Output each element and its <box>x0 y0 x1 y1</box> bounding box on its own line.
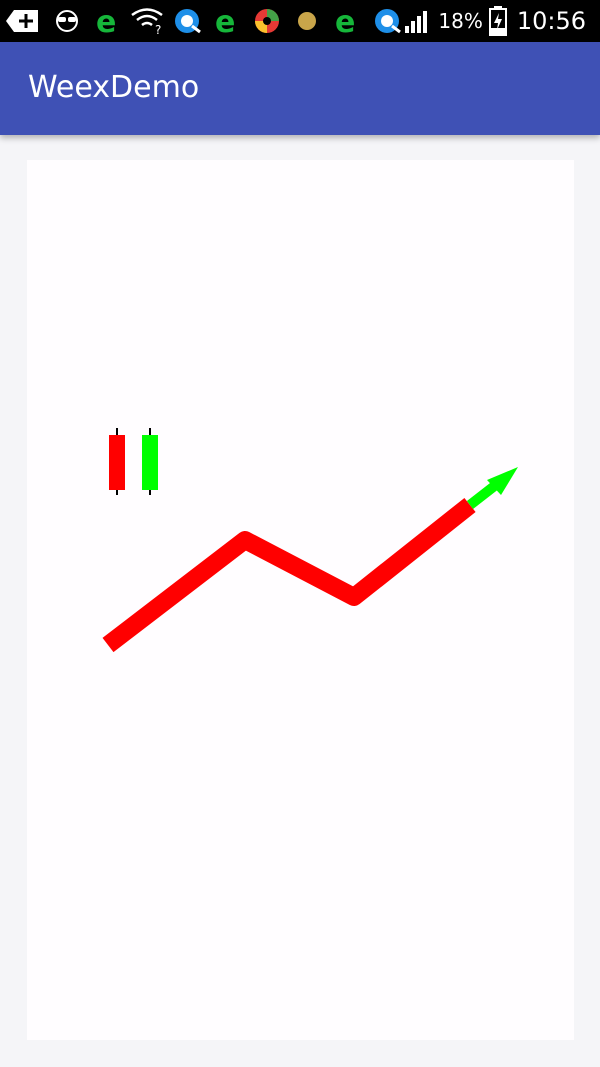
arrow-shaft <box>466 480 501 509</box>
qq-browser-icon <box>175 9 201 34</box>
battery-charging-icon <box>488 6 507 36</box>
signal-icon <box>405 11 428 33</box>
ie-browser-icon: e <box>335 5 355 40</box>
clock-time: 10:56 <box>516 7 586 35</box>
status-right: 18% 10:56 <box>404 0 586 42</box>
add-icon <box>6 10 38 32</box>
svg-text:e: e <box>215 5 235 40</box>
candle-red <box>109 428 125 495</box>
dot-icon <box>298 12 316 30</box>
security-app-icon <box>255 9 279 33</box>
ie-browser-icon: e <box>96 5 116 40</box>
candle-green <box>142 428 158 495</box>
notification-icons: e ? e e <box>6 5 401 40</box>
app-bar: WeexDemo <box>0 42 600 135</box>
battery-percent: 18% <box>438 9 483 33</box>
trend-polyline <box>102 497 476 653</box>
svg-text:?: ? <box>155 23 161 37</box>
candle-green-body <box>142 435 158 490</box>
app-title: WeexDemo <box>28 70 200 105</box>
content-card <box>27 160 574 1040</box>
arrow-head <box>487 467 518 495</box>
candle-red-body <box>109 435 125 490</box>
svg-text:e: e <box>96 5 116 40</box>
status-bar: e ? e e <box>0 0 600 42</box>
qq-browser-icon <box>375 9 401 34</box>
incognito-icon <box>56 10 78 32</box>
ie-browser-icon: e <box>215 5 235 40</box>
svg-text:e: e <box>335 5 355 40</box>
wifi-question-icon: ? <box>131 8 163 37</box>
